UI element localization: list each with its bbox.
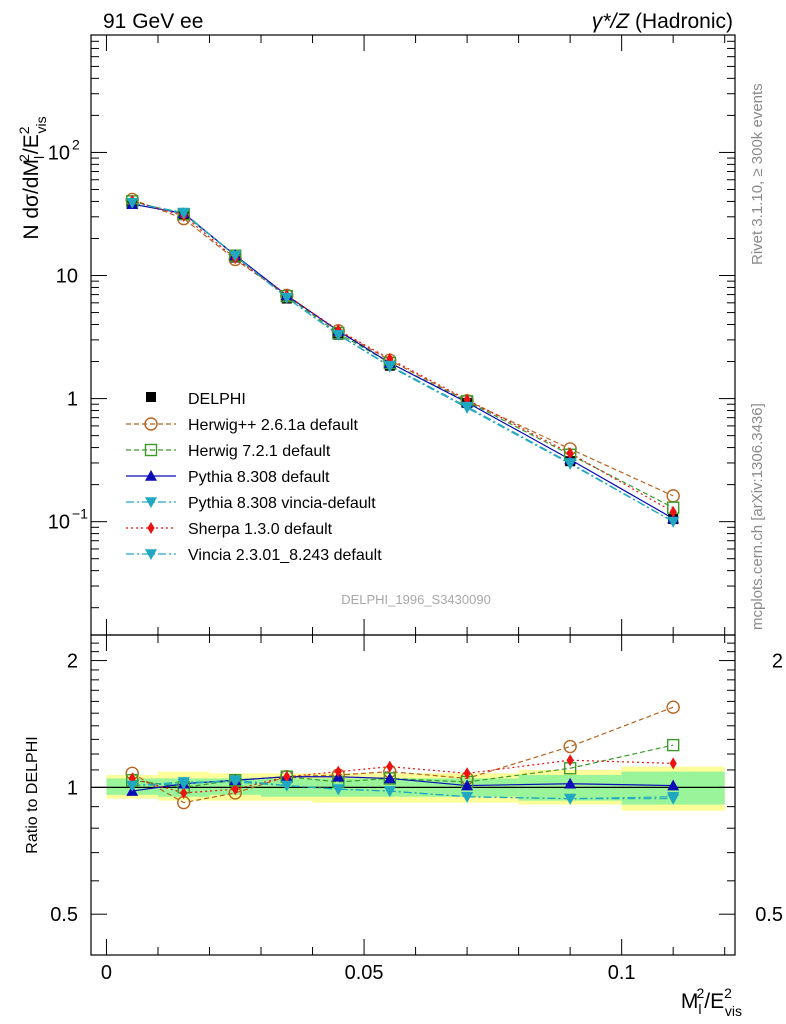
legend-label-pythia-8-308-default: Pythia 8.308 default — [188, 469, 330, 486]
ratio-point-sherpa-1-3-0-default — [180, 786, 188, 799]
legend-entry-sherpa-1-3-0-default: Sherpa 1.3.0 default — [126, 521, 333, 538]
legend-label-pythia-8-308-vincia-default: Pythia 8.308 vincia-default — [188, 495, 376, 512]
ratio-point-pythia-8-308-default — [383, 772, 396, 784]
ratio-point-pythia-8-308-default — [667, 779, 680, 791]
ratio-point-herwig-7-2-1-default — [666, 738, 680, 752]
ratio-point-herwig-2-6-1a-default — [666, 700, 680, 714]
ratio-point-sherpa-1-3-0-default — [283, 770, 291, 783]
y-main-tick-label: 10 — [48, 512, 70, 534]
ratio-point-vincia-2-3-01-8-243-default — [332, 784, 345, 796]
legend-marker-pythia-8-308-default — [145, 470, 157, 481]
y-main-tick-label: 1 — [67, 389, 78, 411]
y-main-tick-exponent: 2 — [72, 136, 80, 152]
point-vincia-2-3-01-8-243-default — [332, 329, 345, 341]
y-axis-ratio-label: Ratio to DELPHI — [24, 736, 41, 853]
series-line-herwig-2-6-1a-default — [132, 198, 674, 497]
ratio-point-sherpa-1-3-0-default — [463, 767, 471, 780]
y-ratio-tick-label: 2 — [67, 651, 78, 673]
point-vincia-2-3-01-8-243-default — [177, 208, 190, 220]
analysis-id-watermark: DELPHI_1996_S3430090 — [341, 592, 491, 607]
ratio-point-vincia-2-3-01-8-243-default — [383, 786, 396, 798]
x-tick-label: 0 — [101, 962, 112, 984]
legend-marker-pythia-8-308-vincia-default — [145, 497, 157, 508]
ratio-point-herwig-2-6-1a-default — [563, 739, 577, 754]
legend-marker-herwig-7-2-1-default — [144, 443, 158, 457]
y-ratio-tick-label: 1 — [67, 777, 78, 799]
point-vincia-2-3-01-8-243-default — [461, 401, 474, 413]
ratio-point-vincia-2-3-01-8-243-default — [126, 780, 139, 792]
ratio-point-sherpa-1-3-0-default — [566, 754, 574, 767]
x-axis-label: Ml2/E2 vis — [681, 985, 742, 1019]
ratio-point-sherpa-1-3-0-default — [334, 765, 342, 778]
point-vincia-2-3-01-8-243-default — [667, 516, 680, 528]
ratio-point-vincia-2-3-01-8-243-default — [229, 775, 242, 787]
point-vincia-2-3-01-8-243-default — [280, 292, 293, 304]
ratio-point-sherpa-1-3-0-default — [386, 760, 394, 773]
y-main-tick-label: 10 — [48, 142, 70, 164]
point-sherpa-1-3-0-default — [669, 505, 677, 518]
legend-label-herwig-7-2-1-default: Herwig 7.2.1 default — [188, 443, 331, 460]
y-ratio-right-tick-label: 0.5 — [755, 904, 783, 926]
legend-marker-sherpa-1-3-0-default — [147, 522, 155, 534]
legend-entry-herwig-2-6-1a-default: Herwig++ 2.6.1a default — [126, 417, 358, 434]
point-vincia-2-3-01-8-243-default — [126, 197, 139, 209]
ratio-point-pythia-8-308-default — [461, 779, 474, 791]
series-line-herwig-7-2-1-default — [132, 200, 674, 509]
rivet-version-label: Rivet 3.1.10, ≥ 300k events — [749, 83, 766, 265]
ratio-plot-frame — [90, 634, 736, 956]
ratio-point-vincia-2-3-01-8-243-default — [667, 793, 680, 805]
process-suffix: (Hadronic) — [629, 10, 733, 33]
series-line-sherpa-1-3-0-default — [132, 200, 674, 513]
y-main-tick-label: 10 — [56, 266, 78, 288]
y-axis-main-label: N dσ/dMl2/E2vis — [16, 116, 49, 239]
mcplots-label: mcplots.cern.ch [arXiv:1306.3436] — [749, 403, 766, 630]
ratio-point-vincia-2-3-01-8-243-default — [280, 780, 293, 792]
y-ratio-tick-label: 0.5 — [50, 904, 78, 926]
y-main-tick-exponent: −1 — [72, 506, 88, 522]
legend-entry-pythia-8-308-default: Pythia 8.308 default — [126, 469, 330, 486]
plot-title-left: 91 GeV ee — [103, 10, 203, 33]
ratio-point-sherpa-1-3-0-default — [231, 783, 239, 796]
y-ratio-right-tick-label: 2 — [772, 651, 783, 673]
ratio-point-pythia-8-308-default — [564, 777, 577, 789]
ratio-point-sherpa-1-3-0-default — [669, 757, 677, 770]
legend-entry-pythia-8-308-vincia-default: Pythia 8.308 vincia-default — [126, 495, 376, 512]
ratio-line-sherpa-1-3-0-default — [132, 759, 674, 794]
ratio-point-vincia-2-3-01-8-243-default — [177, 778, 190, 790]
legend-entry-herwig-7-2-1-default: Herwig 7.2.1 default — [126, 443, 331, 460]
process-label: γ*/Z — [592, 10, 631, 33]
legend-marker-herwig-2-6-1a-default — [144, 417, 158, 431]
point-vincia-2-3-01-8-243-default — [229, 250, 242, 262]
series-markers — [125, 192, 680, 810]
series-line-vincia-2-3-01-8-243-default — [132, 202, 674, 523]
plot-title-right: γ*/Z (Hadronic) — [592, 10, 733, 33]
series-line-pythia-8-308-vincia-default — [132, 202, 674, 523]
legend-label-sherpa-1-3-0-default: Sherpa 1.3.0 default — [188, 521, 333, 538]
ratio-line-vincia-2-3-01-8-243-default — [132, 779, 674, 800]
point-sherpa-1-3-0-default — [566, 447, 574, 460]
ratio-point-vincia-2-3-01-8-243-default — [461, 791, 474, 803]
legend-entry-delphi: DELPHI — [146, 391, 246, 408]
main-plot-frame — [90, 34, 736, 636]
point-vincia-2-3-01-8-243-default — [383, 360, 396, 372]
legend: DELPHI Herwig++ 2.6.1a default Herwig 7.2.… — [126, 391, 382, 564]
legend-entry-vincia-2-3-01-8-243-default: Vincia 2.3.01_8.243 default — [126, 547, 382, 564]
legend-marker-vincia-2-3-01-8-243-default — [145, 549, 157, 560]
legend-marker-delphi — [146, 392, 156, 402]
point-vincia-2-3-01-8-243-default — [564, 458, 577, 469]
legend-label-herwig-2-6-1a-default: Herwig++ 2.6.1a default — [188, 417, 358, 434]
x-tick-label: 0.1 — [608, 962, 636, 984]
x-tick-label: 0.05 — [345, 962, 384, 984]
ratio-point-vincia-2-3-01-8-243-default — [564, 793, 577, 805]
legend-label-vincia-2-3-01-8-243-default: Vincia 2.3.01_8.243 default — [188, 547, 382, 564]
legend-label-delphi: DELPHI — [188, 391, 246, 408]
